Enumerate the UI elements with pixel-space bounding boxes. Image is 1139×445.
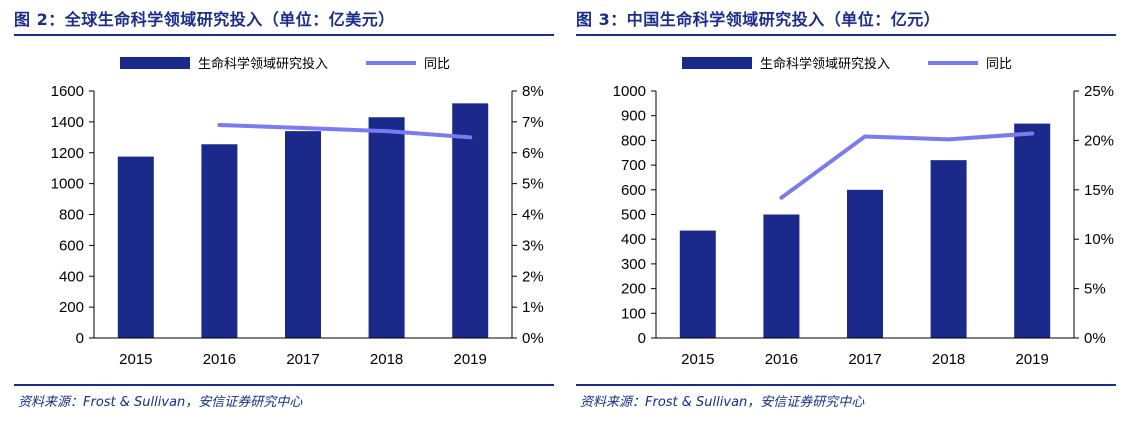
legend: 生命科学领域研究投入 同比 [120,56,450,72]
legend-bar-label: 生命科学领域研究投入 [760,56,890,72]
x-tick-label: 2015 [119,351,152,368]
bar-2018 [930,160,967,338]
x-tick-label: 2019 [1016,351,1049,368]
x-tick-label: 2016 [203,351,236,368]
y-right-tick-label: 5% [1084,281,1106,298]
y-right-tick-label: 0% [1084,330,1106,347]
y-left-tick-label: 500 [621,207,646,224]
y-right-tick-label: 2% [522,268,544,285]
bar-2019 [452,103,489,338]
y-left-tick-label: 200 [59,299,84,316]
line-point-2016 [779,195,784,200]
source-note: 资料来源：Frost & Sullivan，安信证券研究中心 [18,395,303,410]
y-right-tick-label: 4% [522,207,544,224]
bar-2016 [201,144,238,338]
y-right-tick-label: 3% [522,237,544,254]
legend-bar-swatch [682,57,752,69]
legend-line-label: 同比 [986,57,1012,72]
line-point-2016 [217,122,222,127]
y-left-tick-label: 1000 [51,176,84,193]
line-point-2018 [946,137,951,142]
chart-china-investment: 生命科学领域研究投入 同比 0 100 200 300 400 500 600 700 800 900… [613,56,1114,368]
y-left-tick-label: 100 [621,305,646,322]
legend-line-label: 同比 [424,57,450,72]
chart-panel-china: 图 3：中国生命科学领域研究投入（单位：亿元） 生命科学领域研究投入 同比 0 100… [576,0,1116,445]
y-right-tick-label: 25% [1084,83,1114,100]
y-left-tick-label: 1600 [51,83,84,100]
chart-global-investment: 生命科学领域研究投入 同比 0 200 400 600 800 1000 1200 1400 160… [51,56,544,368]
y-right-tick-label: 15% [1084,182,1114,199]
x-tick-label: 2019 [454,351,487,368]
title-rule [14,34,554,36]
x-tick-label: 2016 [765,351,798,368]
chart-title: 图 3：中国生命科学领域研究投入（单位：亿元） [576,10,941,29]
line-point-2019 [1030,131,1035,136]
source-rule [576,384,1116,386]
x-tick-label: 2015 [681,351,714,368]
y-right-tick-label: 6% [522,145,544,162]
x-tick-label: 2017 [848,351,881,368]
bar-2018 [368,117,405,339]
y-left-tick-label: 400 [621,231,646,248]
bar-2017 [285,131,321,338]
y-left-tick-label: 1000 [613,83,646,100]
y-left-tick-label: 800 [59,207,84,224]
y-left-tick-label: 1400 [51,114,84,131]
x-tick-label: 2018 [370,351,403,368]
bar-2016 [763,214,800,338]
bar-2015 [679,230,716,338]
line-point-2017 [301,126,305,131]
source-rule [14,384,554,386]
x-tick-label: 2018 [932,351,965,368]
line-point-2018 [384,129,389,134]
y-left-tick-label: 1200 [51,145,84,162]
y-right-tick-label: 1% [522,299,544,316]
y-left-tick-label: 600 [621,182,646,199]
y-right-tick-label: 8% [522,83,544,100]
line-series-yoy [780,131,1033,200]
chart-title: 图 2：全球生命科学领域研究投入（单位：亿美元） [14,10,395,29]
x-tick-label: 2017 [286,351,319,368]
y-left-tick-label: 600 [59,237,84,254]
y-left-tick-label: 0 [76,330,84,347]
y-right-tick-label: 0% [522,330,544,347]
bar-2015 [117,156,154,338]
legend-bar-label: 生命科学领域研究投入 [198,56,328,72]
legend: 生命科学领域研究投入 同比 [682,56,1012,72]
bar-2017 [847,189,883,338]
y-left-tick-label: 700 [621,157,646,174]
y-right-tick-label: 10% [1084,231,1114,248]
source-note: 资料来源：Frost & Sullivan，安信证券研究中心 [580,395,865,410]
y-left-tick-label: 800 [621,132,646,149]
title-rule [576,34,1116,36]
y-right-tick-label: 20% [1084,132,1114,149]
y-left-tick-label: 400 [59,268,84,285]
legend-bar-swatch [120,57,190,69]
bar-2019 [1014,123,1051,338]
line-series-yoy [219,122,471,140]
y-left-tick-label: 900 [621,108,646,125]
y-left-tick-label: 200 [621,281,646,298]
chart-panel-global: 图 2：全球生命科学领域研究投入（单位：亿美元） 生命科学领域研究投入 同比 0 20… [14,0,554,445]
line-point-2017 [863,134,867,139]
y-right-tick-label: 7% [522,114,544,131]
y-right-tick-label: 5% [522,176,544,193]
y-left-tick-label: 0 [638,330,646,347]
line-point-2019 [468,135,473,140]
y-left-tick-label: 300 [621,256,646,273]
